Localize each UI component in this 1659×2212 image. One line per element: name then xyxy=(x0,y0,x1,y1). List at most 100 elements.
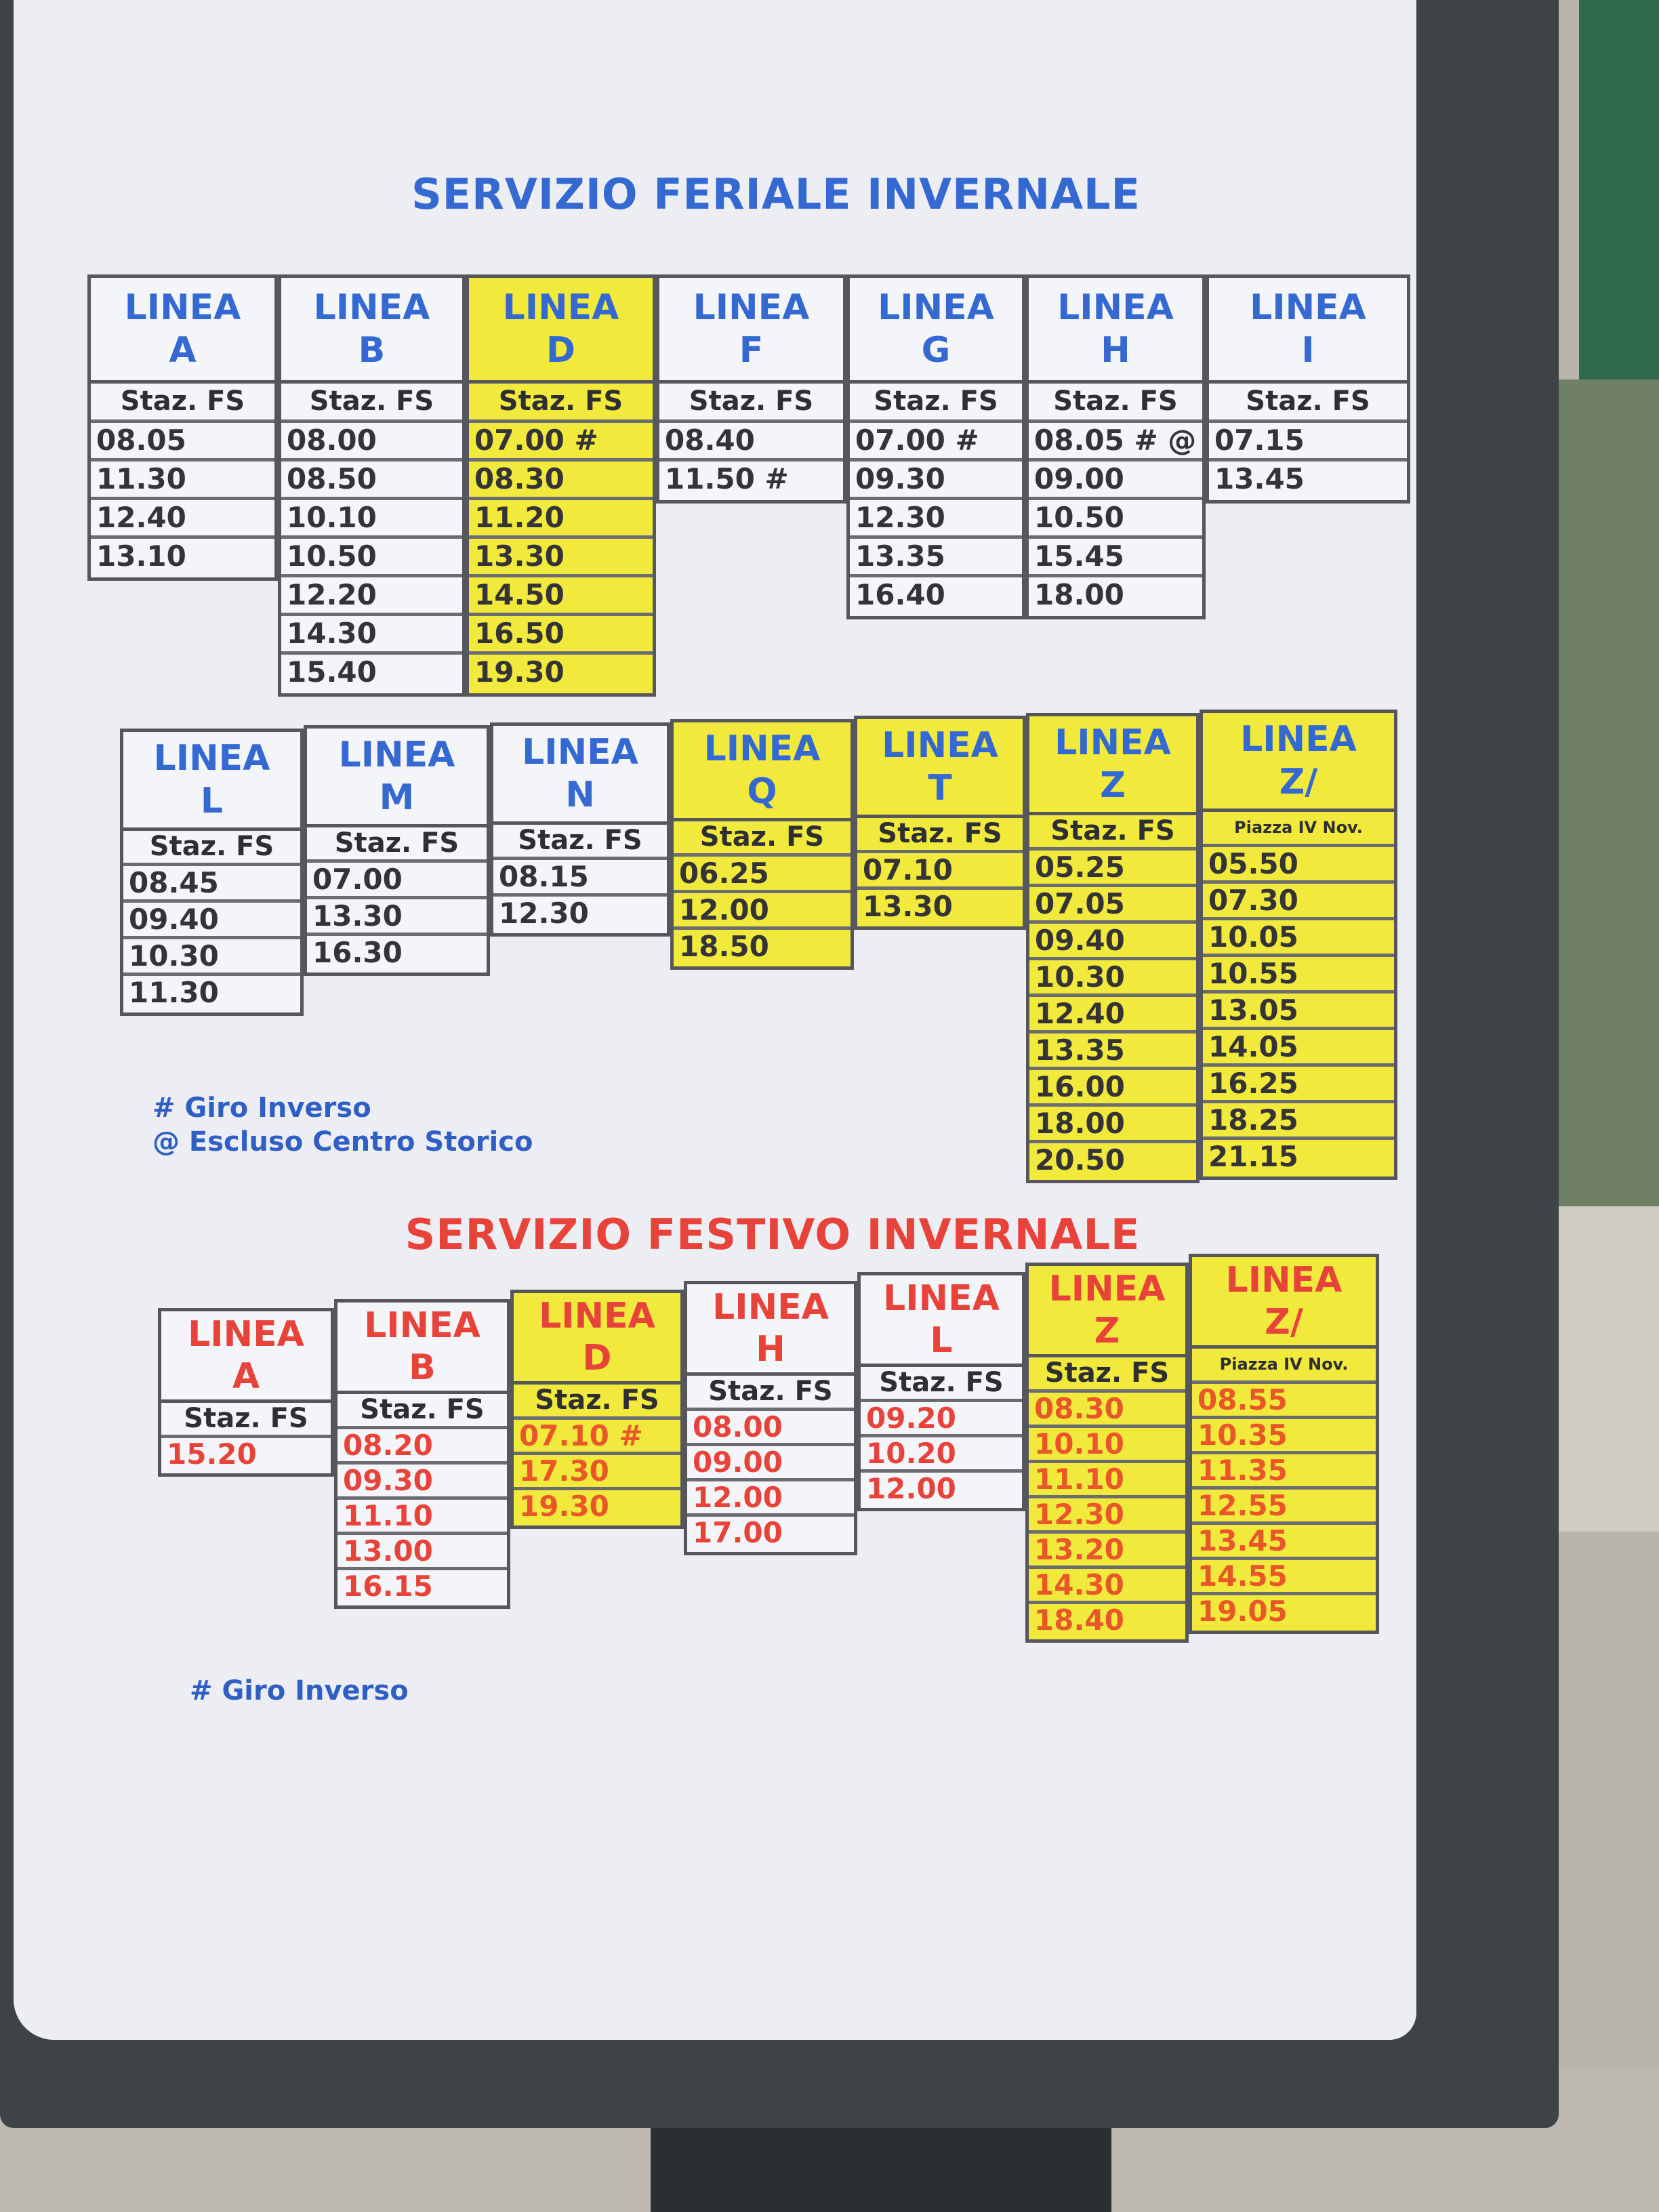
departure-time: 11.30 xyxy=(129,976,219,1009)
line-header: LINEA Z xyxy=(1029,1266,1185,1357)
departure-time: 17.00 xyxy=(693,1516,783,1549)
departure-time: 11.35 xyxy=(1192,1454,1376,1490)
departure-time: 13.45 xyxy=(1214,462,1305,495)
stop-name: Piazza IV Nov. xyxy=(1203,812,1394,847)
line-b-column: LINEA B Staz. FS 08.20 09.30 11.10 13.00 16.15 xyxy=(334,1299,510,1609)
departure-time: 10.10 xyxy=(281,500,462,539)
line-header: LINEA G xyxy=(850,278,1022,384)
stop-name: Staz. FS xyxy=(850,384,1022,423)
departure-time: 08.50 xyxy=(281,462,462,500)
stop-name: Staz. FS xyxy=(1029,1357,1185,1393)
departure-time: 20.50 xyxy=(1035,1143,1125,1176)
departure-time: 18.00 xyxy=(1034,578,1124,611)
departure-time: 10.10 xyxy=(1029,1428,1185,1463)
departure-time: 11.20 xyxy=(469,500,653,539)
departure-time: 18.50 xyxy=(679,930,769,963)
departure-time: 14.50 xyxy=(469,577,653,616)
stop-name: Staz. FS xyxy=(514,1385,680,1420)
departure-time: 16.30 xyxy=(312,936,403,969)
departure-time: 16.50 xyxy=(469,616,653,655)
line-letter: A xyxy=(232,1356,260,1397)
line-letter: Z xyxy=(1100,764,1126,806)
departure-time: 10.30 xyxy=(123,939,300,976)
feriale-title: SERVIZIO FERIALE INVERNALE xyxy=(411,169,1141,219)
departure-time: 18.00 xyxy=(1029,1107,1196,1143)
departure-time: 05.25 xyxy=(1029,851,1196,887)
line-header: LINEA Q xyxy=(674,722,851,821)
line-header: LINEA D xyxy=(514,1293,680,1385)
departure-time: 11.10 xyxy=(1029,1463,1185,1498)
line-header: LINEA H xyxy=(1029,278,1202,384)
line-header: LINEA I xyxy=(1209,278,1407,384)
line-letter: G xyxy=(921,329,951,371)
departure-time: 12.00 xyxy=(866,1472,956,1505)
departure-time: 08.05 xyxy=(91,423,274,462)
stop-name: Staz. FS xyxy=(337,1394,507,1429)
line-letter: A xyxy=(169,329,197,371)
line-n-column: LINEA N Staz. FS 08.15 12.30 xyxy=(490,722,670,937)
departure-time: 08.00 xyxy=(687,1411,854,1446)
line-b-column: LINEA B Staz. FS 08.00 08.50 10.10 10.50 12.20 1… xyxy=(278,274,466,697)
line-z-slash-column: LINEA Z/Piazza IV Nov. 08.55 10.35 11.35 12.5… xyxy=(1189,1254,1379,1634)
line-letter: I xyxy=(1301,329,1315,371)
departure-time: 07.00 xyxy=(307,863,487,899)
departure-time: 08.05 # @ xyxy=(1029,423,1202,462)
departure-time: 12.30 xyxy=(499,897,589,930)
line-letter: B xyxy=(409,1347,436,1388)
departure-time: 09.40 xyxy=(1029,924,1196,960)
departure-time: 14.05 xyxy=(1203,1030,1394,1067)
departure-time: 15.40 xyxy=(287,655,377,689)
stop-name: Staz. FS xyxy=(1029,384,1202,423)
line-label: LINEA xyxy=(882,725,998,766)
line-z-column: LINEA Z Staz. FS 05.25 07.05 09.40 10.30 12.40 1… xyxy=(1026,713,1200,1183)
line-letter: H xyxy=(1101,329,1130,371)
line-label: LINEA xyxy=(1250,287,1366,329)
background-kiosk-base xyxy=(1559,1206,1659,1532)
departure-time: 14.30 xyxy=(1029,1569,1185,1604)
line-z-slash-column: LINEA Z/Piazza IV Nov. 05.50 07.30 10.05 10.5… xyxy=(1200,710,1397,1180)
line-label: LINEA xyxy=(153,738,270,779)
line-header: LINEA Z xyxy=(1029,716,1196,815)
festivo-legend-giro-inverso: # Giro Inverso xyxy=(190,1675,409,1706)
departure-time: 15.45 xyxy=(1029,539,1202,577)
line-letter: D xyxy=(546,329,576,371)
stop-name: Staz. FS xyxy=(674,821,851,857)
legend-giro-inverso: # Giro Inverso xyxy=(152,1092,371,1124)
stop-name: Staz. FS xyxy=(161,1403,331,1438)
line-label: LINEA xyxy=(1240,719,1357,760)
departure-time: 11.30 xyxy=(91,462,274,500)
departure-time: 12.20 xyxy=(281,577,462,616)
legend-escluso-centro-storico: @ Escluso Centro Storico xyxy=(152,1126,533,1158)
line-header: LINEA Z/ xyxy=(1203,713,1394,812)
line-letter: Z xyxy=(1094,1311,1120,1351)
line-label: LINEA xyxy=(124,287,241,329)
departure-time: 11.50 # xyxy=(665,462,789,495)
departure-time: 16.00 xyxy=(1029,1070,1196,1107)
departure-time: 08.20 xyxy=(337,1429,507,1465)
line-letter: N xyxy=(565,774,595,815)
departure-time: 14.55 xyxy=(1192,1560,1376,1595)
departure-time: 14.30 xyxy=(281,616,462,655)
line-letter: B xyxy=(358,329,386,371)
line-q-column: LINEA Q Staz. FS 06.25 12.00 18.50 xyxy=(670,719,854,970)
festivo-title: SERVIZIO FESTIVO INVERNALE xyxy=(405,1210,1141,1259)
departure-time: 08.15 xyxy=(493,860,667,897)
departure-time: 08.45 xyxy=(123,866,300,903)
line-label: LINEA xyxy=(338,735,455,776)
departure-time: 07.10 xyxy=(857,853,1023,890)
stop-name: Staz. FS xyxy=(307,827,487,863)
departure-time: 06.25 xyxy=(674,857,851,893)
timetable-sheet: SERVIZIO FERIALE INVERNALE SERVIZIO FEST… xyxy=(14,0,1416,2040)
line-g-column: LINEA G Staz. FS 07.00 #09.30 12.30 13.35 16.4… xyxy=(846,274,1025,619)
line-t-column: LINEA T Staz. FS 07.10 13.30 xyxy=(854,716,1026,930)
line-letter: L xyxy=(200,780,224,821)
line-header: LINEA B xyxy=(281,278,462,384)
line-letter: Z/ xyxy=(1279,761,1318,802)
line-d-column: LINEA D Staz. FS 07.10 #17.30 19.30 xyxy=(510,1290,684,1529)
departure-time: 12.00 xyxy=(674,893,851,930)
line-letter: L xyxy=(930,1320,953,1361)
stop-name: Staz. FS xyxy=(91,384,274,423)
line-letter: H xyxy=(756,1329,785,1370)
line-header: LINEA T xyxy=(857,719,1023,818)
line-label: LINEA xyxy=(1057,287,1174,329)
